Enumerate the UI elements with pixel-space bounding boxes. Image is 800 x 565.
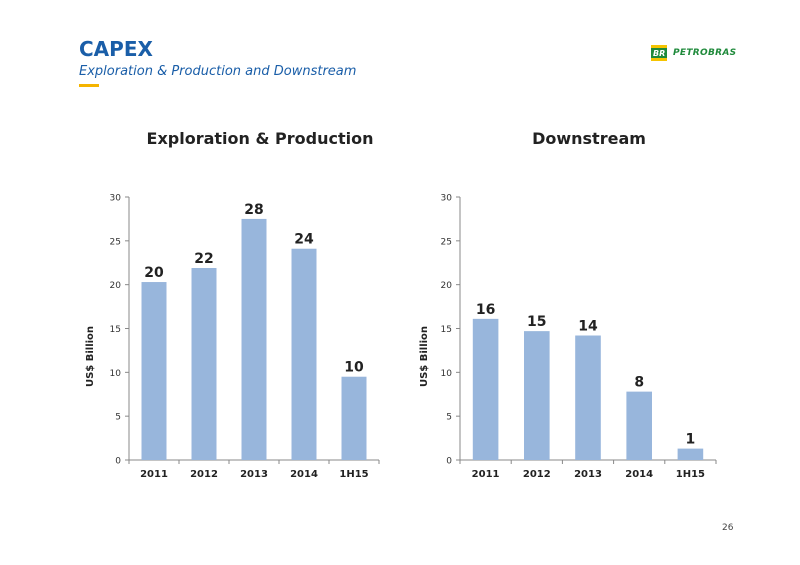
bar [241, 218, 267, 460]
bar [626, 391, 652, 460]
x-tick-label: 2013 [574, 469, 602, 480]
y-tick-label: 5 [446, 413, 452, 423]
bar-data-label: 1 [686, 432, 696, 448]
y-tick-label: 5 [115, 413, 121, 423]
y-tick-label: 25 [110, 237, 121, 247]
y-tick-label: 10 [110, 369, 122, 379]
bar-data-label: 20 [144, 265, 164, 281]
x-tick-label: 2012 [523, 469, 551, 480]
bar-data-label: 8 [634, 375, 644, 391]
y-axis-label: US$ Billion [419, 326, 430, 387]
logo-text: PETROBRAS [673, 48, 737, 58]
page-title: CAPEX [79, 37, 153, 61]
y-tick-label: 30 [110, 194, 122, 204]
y-tick-label: 20 [441, 281, 453, 291]
y-axis-label: US$ Billion [85, 326, 96, 387]
page-subtitle: Exploration & Production and Downstream [79, 64, 357, 79]
title-accent-bar [79, 84, 99, 87]
page-number: 26 [722, 523, 734, 533]
x-tick-label: 2013 [240, 469, 268, 480]
bar-data-label: 15 [527, 314, 546, 330]
x-tick-label: 1H15 [339, 469, 368, 480]
x-tick-label: 2011 [140, 469, 168, 480]
petrobras-logo: BR PETROBRAS [651, 45, 736, 61]
y-tick-label: 20 [110, 281, 122, 291]
x-tick-label: 2012 [190, 469, 218, 480]
logo-mark-text: BR [653, 49, 666, 58]
bar-data-label: 16 [476, 302, 495, 318]
y-tick-label: 0 [115, 457, 121, 467]
bar [191, 268, 217, 460]
bar-data-label: 24 [294, 232, 314, 248]
bar-data-label: 28 [244, 202, 263, 218]
bar [341, 376, 367, 460]
y-tick-label: 15 [110, 325, 121, 335]
bar-data-label: 14 [578, 319, 598, 335]
bar [291, 248, 317, 460]
x-tick-label: 2014 [290, 469, 318, 480]
bar [677, 448, 704, 460]
y-tick-label: 30 [441, 194, 453, 204]
chart-title: Exploration & Production [147, 129, 374, 148]
x-tick-label: 2014 [625, 469, 653, 480]
bar-data-label: 10 [344, 360, 364, 376]
y-tick-label: 25 [441, 237, 452, 247]
petrobras-logo-icon: BR [651, 45, 667, 61]
bar [575, 335, 601, 460]
bar-data-label: 22 [194, 251, 213, 267]
y-tick-label: 0 [446, 457, 452, 467]
x-tick-label: 1H15 [676, 469, 705, 480]
bar [472, 318, 499, 460]
bar [524, 331, 550, 460]
x-tick-label: 2011 [472, 469, 500, 480]
y-tick-label: 15 [441, 325, 452, 335]
bar [141, 282, 167, 460]
y-tick-label: 10 [441, 369, 453, 379]
chart-title: Downstream [532, 129, 646, 148]
